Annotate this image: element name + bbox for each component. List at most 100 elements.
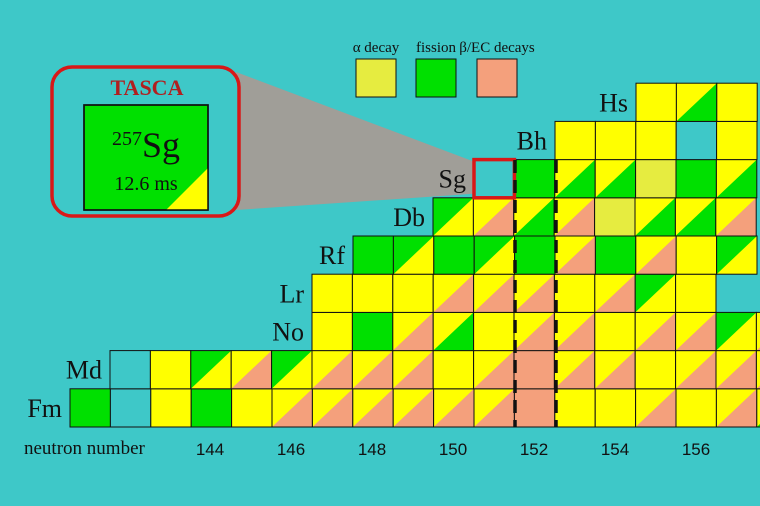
element-label-md: Md — [66, 356, 102, 385]
nuclide-cell-md-3 — [230, 350, 273, 390]
nuclide-cell-fm-1 — [109, 388, 152, 428]
callout-alpha-corner — [166, 168, 208, 210]
nuclide-cell-no-5 — [513, 311, 555, 352]
element-label-rf: Rf — [319, 241, 345, 270]
element-label-bh: Bh — [517, 127, 547, 156]
nuclide-cell-rf-2 — [433, 235, 475, 275]
nuclide-cell-bh-0 — [554, 120, 596, 161]
nuclide-cell-rf-1 — [392, 235, 435, 275]
nuclide-cell-fm-11 — [513, 388, 556, 428]
nuclide-cell-db-6 — [674, 197, 717, 237]
nuclide-cell-sg-2 — [554, 159, 596, 199]
nuclide-cell-hs-1 — [675, 82, 718, 122]
nuclide-cell-md-13 — [634, 350, 677, 390]
element-label-sg: Sg — [439, 165, 466, 194]
tick-label-146: 146 — [277, 440, 305, 459]
axis-label: neutron number — [24, 438, 146, 459]
nuclide-cell-md-11 — [553, 350, 596, 390]
nuclide-cell-md-7 — [392, 350, 434, 390]
nuclide-cell-lr-2 — [392, 273, 434, 313]
nuclide-cell-no-2 — [392, 311, 434, 352]
shell-gap-lines — [513, 160, 558, 427]
nuclide-cell-fm-7 — [352, 388, 394, 428]
neutron-axis: neutron number 144 146 148 150 152 154 156 — [24, 438, 710, 459]
nuclide-cell-no-6 — [553, 311, 596, 352]
nuclide-cell-db-5 — [634, 197, 676, 237]
nuclide-cell-lr-9 — [675, 273, 717, 313]
tasca-callout: TASCA 257Sg 12.6 ms — [50, 65, 241, 218]
nuclide-cell-lr-5 — [513, 273, 555, 313]
nuclide-cell-md-10 — [513, 350, 555, 390]
nuclide-cell-fm-5 — [271, 388, 313, 428]
sg257-highlight — [472, 157, 517, 200]
nuclide-cell-lr-4 — [473, 273, 515, 313]
element-label-hs: Hs — [599, 88, 628, 117]
nuclide-cell-db-4 — [594, 197, 636, 237]
nuclide-cell-sg-6 — [715, 159, 758, 199]
nuclide-cell-md-4 — [271, 350, 313, 390]
nuclide-cell-sg-1 — [513, 159, 556, 199]
nuclide-cell-fm-16 — [715, 388, 758, 428]
nuclide-cell-no-10 — [715, 311, 757, 352]
nuclide-cell-no-3 — [432, 311, 475, 352]
nuclide-cell-fm-4 — [231, 388, 273, 428]
legend-swatch-beta — [476, 58, 518, 98]
nuclide-cell-sg-5 — [675, 159, 717, 199]
nuclide-cell-bh-1 — [594, 120, 637, 161]
nuclide-cell-fm-13 — [594, 388, 637, 428]
nuclide-cell-hs-2 — [716, 82, 758, 122]
element-label-lr: Lr — [279, 279, 304, 308]
nuclide-cell-md-0 — [109, 350, 151, 390]
nuclide-cell-fm-2 — [150, 388, 192, 428]
nuclide-cell-sg-3 — [594, 159, 637, 199]
legend: α decay fission β/EC decays — [353, 40, 535, 98]
nuclide-cell-sg-4 — [635, 159, 677, 199]
nuclide-cell-md-8 — [432, 350, 475, 390]
nuclide-cell-bh-4 — [716, 120, 758, 161]
element-label-no: No — [272, 318, 304, 347]
tick-label-152: 152 — [520, 440, 548, 459]
nuclide-cell-lr-7 — [594, 273, 636, 313]
nuclide-cell-fm-15 — [675, 388, 717, 428]
nuclide-cell-md-6 — [351, 350, 394, 390]
nuclide-cell-no-0 — [311, 311, 353, 352]
legend-swatch-fission — [415, 58, 457, 98]
isotope-symbol: Sg — [142, 125, 180, 165]
nuclide-cell-rf-9 — [716, 235, 758, 275]
nuclide-cell-bh-2 — [635, 120, 677, 161]
legend-label-fission: fission — [416, 40, 457, 56]
isotope-label: 257Sg — [112, 125, 180, 165]
nuclide-cell-bh-3 — [675, 120, 718, 161]
tick-label-148: 148 — [358, 440, 386, 459]
nuclide-cell-rf-5 — [554, 235, 596, 275]
nuclide-cell-db-7 — [715, 197, 757, 237]
nuclide-cell-fm-6 — [311, 388, 354, 428]
zoom-wedge-layer — [236, 72, 474, 210]
nuclide-cell-md-9 — [473, 350, 515, 390]
nuclide-cell-md-2 — [190, 350, 232, 390]
nuclide-cell-rf-0 — [352, 235, 394, 275]
nuclide-cell-db-0 — [432, 197, 474, 237]
nuclide-cell-lr-6 — [553, 273, 596, 313]
nuclide-cell-md-12 — [594, 350, 636, 390]
nuclide-cell-sg-0 — [473, 159, 515, 199]
nuclide-cell-db-3 — [553, 197, 596, 237]
nuclide-cell-rf-6 — [594, 235, 637, 275]
nuclide-cell-db-2 — [513, 197, 555, 237]
nuclide-cell-fm-3 — [190, 388, 233, 428]
nuclide-cell-fm-9 — [433, 388, 475, 428]
nuclide-cell-no-8 — [634, 311, 677, 352]
nuclide-cell-fm-0 — [69, 388, 111, 428]
element-label-fm: Fm — [27, 394, 62, 423]
nuclide-cell-rf-8 — [675, 235, 718, 275]
nuclide-cell-fm-12 — [554, 388, 596, 428]
nuclide-cell-lr-8 — [634, 273, 677, 313]
element-label-db: Db — [393, 203, 425, 232]
halflife: 12.6 ms — [114, 173, 178, 195]
nuclide-cell-fm-14 — [635, 388, 677, 428]
nuclide-cell-hs-0 — [635, 82, 677, 122]
nuclide-cell-lr-1 — [351, 273, 394, 313]
tick-label-150: 150 — [439, 440, 467, 459]
nuclide-cell-md-15 — [715, 350, 757, 390]
